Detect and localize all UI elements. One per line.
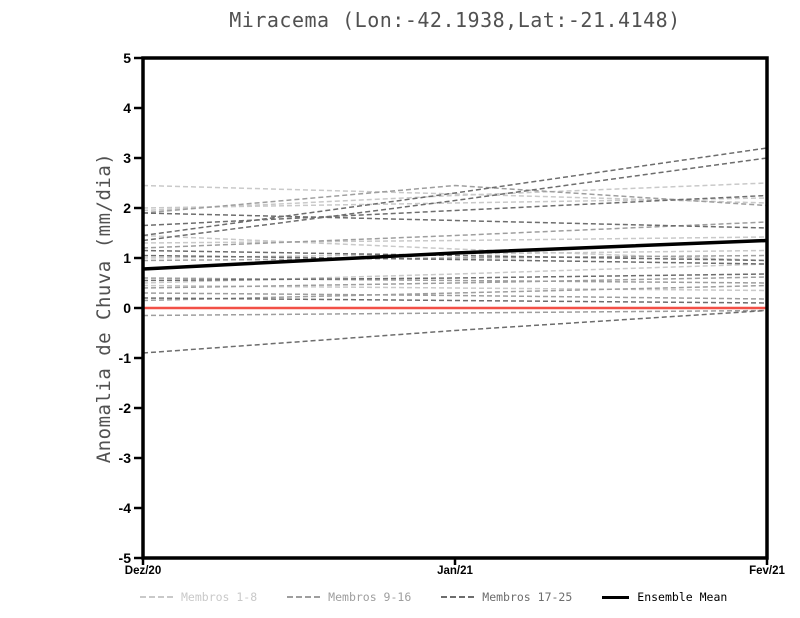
x-tick-label: Fev/21 — [749, 565, 785, 577]
legend-label: Membros 9-16 — [328, 590, 412, 604]
x-tick-label: Jan/21 — [437, 565, 473, 577]
legend: Membros 1-8 Membros 9-16 Membros 17-25 Ense… — [140, 590, 727, 604]
member-line — [142, 309, 768, 354]
legend-item-ensemble-mean: Ensemble Mean — [602, 590, 727, 604]
member-line — [142, 236, 768, 244]
chart-title: Miracema (Lon:-42.1938,Lat:-21.4148) — [229, 8, 681, 32]
y-tick-label: -5 — [119, 550, 132, 566]
member-line — [142, 182, 768, 212]
y-tick-label: -4 — [119, 500, 132, 516]
x-tick-label: Dez/20 — [125, 565, 161, 577]
legend-label: Membros 1-8 — [181, 590, 258, 604]
member-line — [142, 184, 768, 214]
member-line — [142, 221, 768, 249]
legend-line-sample — [140, 596, 173, 598]
member-line — [142, 197, 768, 209]
member-line — [142, 147, 768, 237]
y-tick-label: 4 — [123, 100, 131, 116]
member-line — [142, 273, 768, 282]
legend-label: Ensemble Mean — [637, 590, 728, 604]
y-tick-label: 1 — [123, 250, 131, 266]
member-line — [142, 157, 768, 242]
y-tick-label: 3 — [123, 150, 131, 166]
legend-item-membros-17-25: Membros 17-25 — [441, 590, 572, 604]
member-line — [142, 194, 768, 227]
member-line — [142, 276, 768, 289]
member-line — [142, 292, 768, 300]
member-line — [142, 309, 768, 317]
member-line — [142, 284, 768, 302]
ensemble-mean-line — [142, 238, 768, 271]
member-line — [142, 249, 768, 262]
y-tick-label: -2 — [119, 400, 132, 416]
legend-line-sample — [287, 596, 321, 598]
y-tick-label: 2 — [123, 200, 131, 216]
member-line — [142, 254, 768, 265]
member-line — [142, 254, 768, 262]
y-tick-label: -3 — [119, 450, 132, 466]
member-line — [142, 297, 768, 304]
legend-item-membros-9-16: Membros 9-16 — [287, 590, 411, 604]
legend-line-sample — [602, 595, 630, 599]
legend-label: Membros 17-25 — [482, 590, 573, 604]
legend-line-sample — [441, 596, 475, 598]
member-line — [142, 212, 768, 229]
y-tick-label: 5 — [123, 50, 131, 66]
y-tick-label: 0 — [123, 300, 131, 316]
member-line — [142, 277, 768, 284]
y-tick-label: -1 — [119, 350, 132, 366]
legend-item-membros-1-8: Membros 1-8 — [140, 590, 257, 604]
